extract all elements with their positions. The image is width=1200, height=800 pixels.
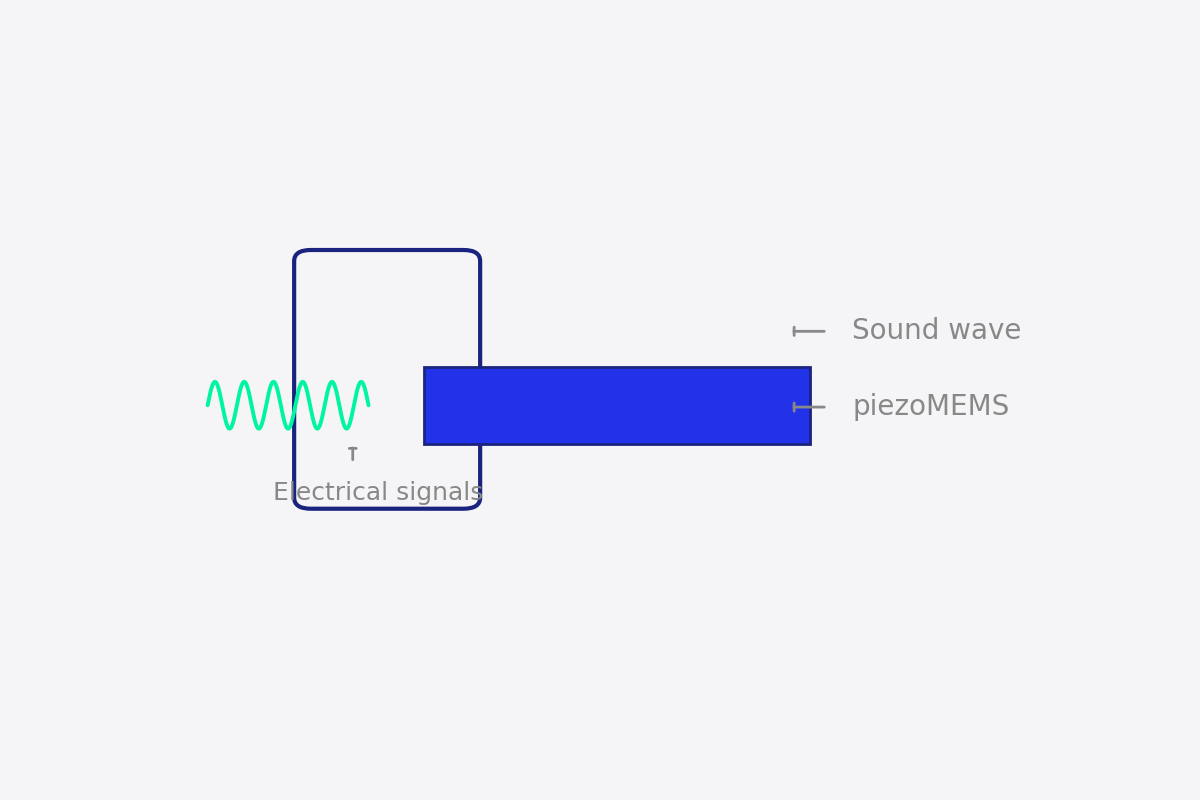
- Text: Sound wave: Sound wave: [852, 318, 1021, 346]
- Bar: [425, 367, 810, 444]
- Text: piezoMEMS: piezoMEMS: [852, 393, 1009, 421]
- Text: Electrical signals: Electrical signals: [272, 481, 484, 505]
